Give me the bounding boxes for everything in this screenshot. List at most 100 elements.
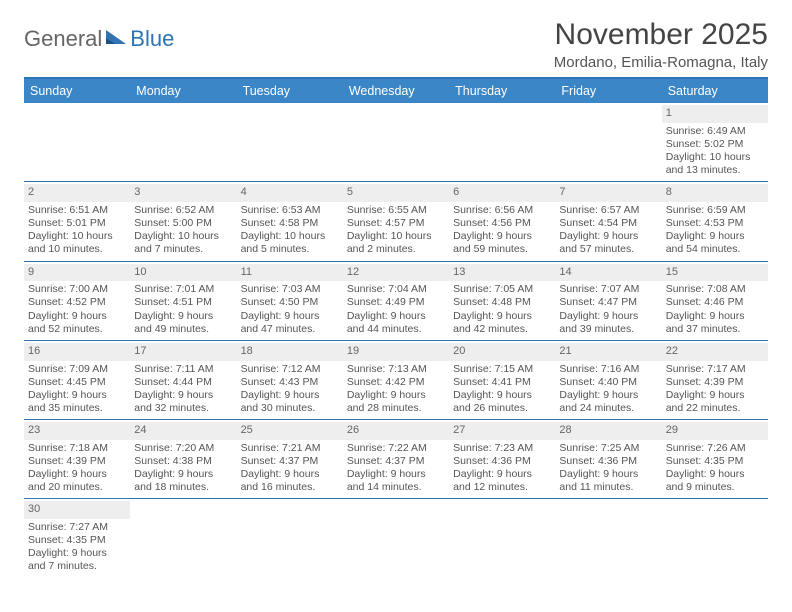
day-detail: Sunrise: 6:59 AM bbox=[666, 204, 764, 217]
day-detail: Sunset: 4:39 PM bbox=[666, 376, 764, 389]
day-detail: Sunset: 4:42 PM bbox=[347, 376, 445, 389]
calendar-cell bbox=[130, 103, 236, 181]
day-number: 5 bbox=[343, 184, 449, 202]
day-detail: Sunrise: 7:01 AM bbox=[134, 283, 232, 296]
calendar-cell: 19Sunrise: 7:13 AMSunset: 4:42 PMDayligh… bbox=[343, 341, 449, 419]
day-detail: Daylight: 9 hours bbox=[241, 468, 339, 481]
calendar-cell: 8Sunrise: 6:59 AMSunset: 4:53 PMDaylight… bbox=[662, 182, 768, 260]
calendar-body: 1Sunrise: 6:49 AMSunset: 5:02 PMDaylight… bbox=[24, 103, 768, 578]
day-number: 3 bbox=[130, 184, 236, 202]
day-detail: and 39 minutes. bbox=[559, 323, 657, 336]
day-detail: and 35 minutes. bbox=[28, 402, 126, 415]
day-detail: and 7 minutes. bbox=[28, 560, 126, 573]
day-detail: and 52 minutes. bbox=[28, 323, 126, 336]
day-detail: and 16 minutes. bbox=[241, 481, 339, 494]
calendar-cell: 2Sunrise: 6:51 AMSunset: 5:01 PMDaylight… bbox=[24, 182, 130, 260]
day-number: 26 bbox=[343, 422, 449, 440]
day-number: 19 bbox=[343, 343, 449, 361]
day-detail: Sunset: 4:37 PM bbox=[241, 455, 339, 468]
day-number: 13 bbox=[449, 264, 555, 282]
day-number: 17 bbox=[130, 343, 236, 361]
calendar-cell: 12Sunrise: 7:04 AMSunset: 4:49 PMDayligh… bbox=[343, 262, 449, 340]
day-detail: Daylight: 9 hours bbox=[453, 230, 551, 243]
calendar-cell bbox=[555, 103, 661, 181]
day-detail: and 22 minutes. bbox=[666, 402, 764, 415]
day-detail: Sunset: 4:57 PM bbox=[347, 217, 445, 230]
day-detail: Daylight: 9 hours bbox=[666, 310, 764, 323]
day-detail: Sunset: 5:02 PM bbox=[666, 138, 764, 151]
calendar-week: 9Sunrise: 7:00 AMSunset: 4:52 PMDaylight… bbox=[24, 262, 768, 341]
day-detail: Daylight: 9 hours bbox=[28, 310, 126, 323]
day-detail: Daylight: 9 hours bbox=[559, 389, 657, 402]
calendar: Sunday Monday Tuesday Wednesday Thursday… bbox=[24, 77, 768, 578]
calendar-week: 23Sunrise: 7:18 AMSunset: 4:39 PMDayligh… bbox=[24, 420, 768, 499]
day-detail: Sunset: 4:41 PM bbox=[453, 376, 551, 389]
calendar-cell: 10Sunrise: 7:01 AMSunset: 4:51 PMDayligh… bbox=[130, 262, 236, 340]
calendar-cell: 24Sunrise: 7:20 AMSunset: 4:38 PMDayligh… bbox=[130, 420, 236, 498]
day-number: 20 bbox=[449, 343, 555, 361]
weekday-label: Tuesday bbox=[237, 79, 343, 103]
logo-text-1: General bbox=[24, 26, 102, 52]
day-detail: and 47 minutes. bbox=[241, 323, 339, 336]
day-number: 23 bbox=[24, 422, 130, 440]
calendar-cell bbox=[24, 103, 130, 181]
day-detail: Sunrise: 6:55 AM bbox=[347, 204, 445, 217]
day-detail: Daylight: 10 hours bbox=[134, 230, 232, 243]
weekday-label: Wednesday bbox=[343, 79, 449, 103]
day-detail: Sunrise: 7:05 AM bbox=[453, 283, 551, 296]
calendar-cell: 3Sunrise: 6:52 AMSunset: 5:00 PMDaylight… bbox=[130, 182, 236, 260]
day-number: 21 bbox=[555, 343, 661, 361]
day-detail: Daylight: 9 hours bbox=[347, 310, 445, 323]
page-subtitle: Mordano, Emilia-Romagna, Italy bbox=[554, 54, 768, 71]
day-detail: Daylight: 9 hours bbox=[134, 310, 232, 323]
day-detail: Sunset: 4:38 PM bbox=[134, 455, 232, 468]
day-detail: Sunrise: 6:53 AM bbox=[241, 204, 339, 217]
calendar-cell: 25Sunrise: 7:21 AMSunset: 4:37 PMDayligh… bbox=[237, 420, 343, 498]
calendar-cell: 17Sunrise: 7:11 AMSunset: 4:44 PMDayligh… bbox=[130, 341, 236, 419]
day-number: 2 bbox=[24, 184, 130, 202]
day-detail: and 59 minutes. bbox=[453, 243, 551, 256]
day-number: 27 bbox=[449, 422, 555, 440]
day-detail: Sunset: 4:36 PM bbox=[559, 455, 657, 468]
day-detail: Sunrise: 7:22 AM bbox=[347, 442, 445, 455]
day-detail: Sunrise: 7:17 AM bbox=[666, 363, 764, 376]
calendar-cell: 29Sunrise: 7:26 AMSunset: 4:35 PMDayligh… bbox=[662, 420, 768, 498]
day-detail: Sunset: 4:45 PM bbox=[28, 376, 126, 389]
day-detail: Sunset: 4:53 PM bbox=[666, 217, 764, 230]
weekday-header: Sunday Monday Tuesday Wednesday Thursday… bbox=[24, 79, 768, 103]
day-detail: and 28 minutes. bbox=[347, 402, 445, 415]
calendar-cell bbox=[343, 499, 449, 577]
day-detail: Sunrise: 7:11 AM bbox=[134, 363, 232, 376]
day-detail: Sunrise: 6:49 AM bbox=[666, 125, 764, 138]
day-detail: and 26 minutes. bbox=[453, 402, 551, 415]
day-number: 9 bbox=[24, 264, 130, 282]
day-detail: and 14 minutes. bbox=[347, 481, 445, 494]
day-detail: Sunrise: 7:26 AM bbox=[666, 442, 764, 455]
day-detail: Sunset: 4:44 PM bbox=[134, 376, 232, 389]
day-detail: Daylight: 9 hours bbox=[28, 547, 126, 560]
calendar-cell: 4Sunrise: 6:53 AMSunset: 4:58 PMDaylight… bbox=[237, 182, 343, 260]
day-detail: Sunset: 5:00 PM bbox=[134, 217, 232, 230]
calendar-cell bbox=[130, 499, 236, 577]
weekday-label: Thursday bbox=[449, 79, 555, 103]
day-detail: Daylight: 9 hours bbox=[241, 310, 339, 323]
weekday-label: Saturday bbox=[662, 79, 768, 103]
day-number: 15 bbox=[662, 264, 768, 282]
calendar-week: 30Sunrise: 7:27 AMSunset: 4:35 PMDayligh… bbox=[24, 499, 768, 577]
day-detail: Daylight: 9 hours bbox=[559, 230, 657, 243]
day-detail: Daylight: 9 hours bbox=[453, 310, 551, 323]
calendar-cell: 5Sunrise: 6:55 AMSunset: 4:57 PMDaylight… bbox=[343, 182, 449, 260]
day-detail: Sunrise: 7:16 AM bbox=[559, 363, 657, 376]
day-number: 30 bbox=[24, 501, 130, 519]
calendar-cell: 23Sunrise: 7:18 AMSunset: 4:39 PMDayligh… bbox=[24, 420, 130, 498]
day-detail: and 49 minutes. bbox=[134, 323, 232, 336]
day-number: 4 bbox=[237, 184, 343, 202]
day-detail: Sunrise: 6:57 AM bbox=[559, 204, 657, 217]
day-detail: and 2 minutes. bbox=[347, 243, 445, 256]
calendar-cell bbox=[662, 499, 768, 577]
day-detail: Sunset: 4:56 PM bbox=[453, 217, 551, 230]
header: General Blue November 2025 Mordano, Emil… bbox=[24, 18, 768, 71]
day-detail: Sunset: 4:52 PM bbox=[28, 296, 126, 309]
day-detail: and 24 minutes. bbox=[559, 402, 657, 415]
calendar-cell bbox=[449, 499, 555, 577]
